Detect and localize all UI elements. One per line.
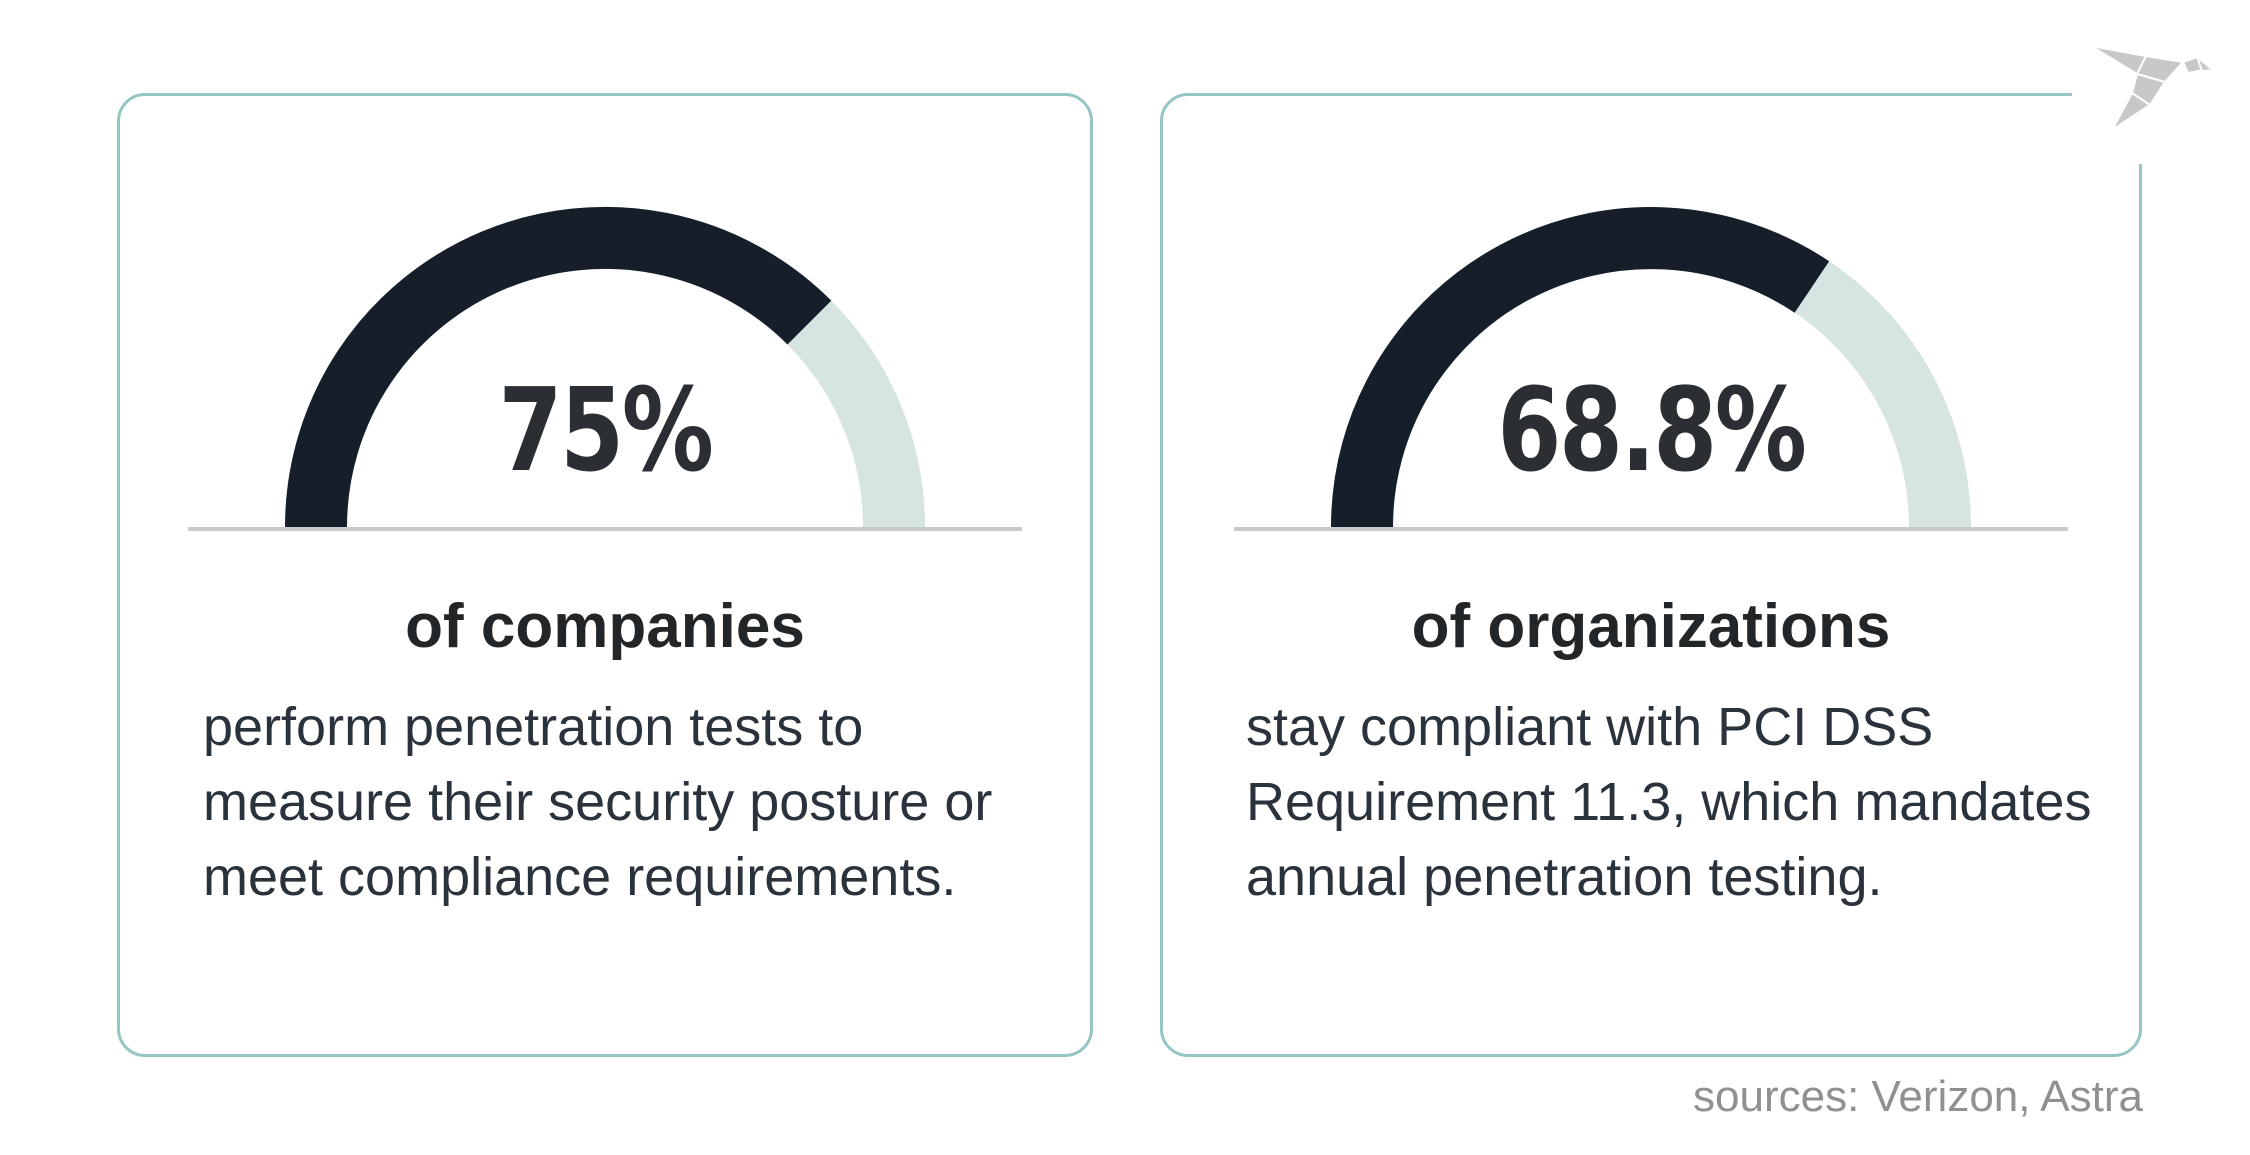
bird-tail-facet <box>2111 92 2151 131</box>
origami-bird-logo <box>2072 22 2224 164</box>
gauge-value-arc <box>1331 207 1830 528</box>
gauge-percent-label: 68.8% <box>1497 364 1807 498</box>
gauge-value-arc <box>285 206 832 528</box>
card-description: stay compliant with PCI DSS Requirement … <box>1246 697 2092 907</box>
origami-bird-icon <box>2090 45 2214 131</box>
gauge-chart-organizations <box>1234 207 2068 531</box>
stat-card-organizations: 68.8% of organizations stay compliant wi… <box>1160 93 2142 1057</box>
gauge-percent-label: 75% <box>498 364 713 498</box>
card-headline: of companies <box>405 592 805 661</box>
card-headline: of organizations <box>1411 592 1891 661</box>
stat-card-companies: 75% of companies perform penetration tes… <box>117 93 1093 1057</box>
gauge-chart-companies <box>188 206 1022 531</box>
bird-wing-facet <box>2090 45 2147 75</box>
card-description: perform penetration tests to measure the… <box>203 697 993 907</box>
bird-beak-facet <box>2196 56 2214 72</box>
sources-attribution: sources: Verizon, Astra <box>1693 1072 2143 1121</box>
